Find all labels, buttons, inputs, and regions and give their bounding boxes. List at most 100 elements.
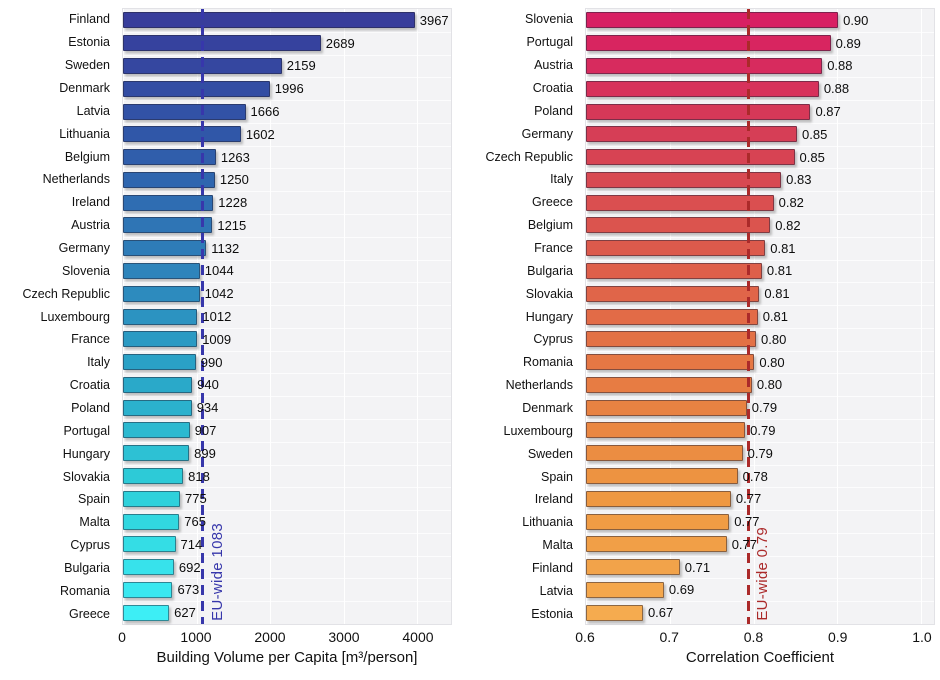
bar-row: 1009 [123, 328, 451, 351]
bar [586, 103, 811, 120]
bar [123, 354, 196, 371]
category-label: Belgium [64, 149, 110, 164]
bar-row: 0.81 [586, 237, 934, 260]
category-label: Bulgaria [64, 561, 110, 576]
bar-row: 899 [123, 442, 451, 465]
value-label: 0.81 [770, 240, 796, 256]
building-volume-chart: Finland Estonia Sweden Denmark Latvia Lithuan… [22, 8, 452, 666]
bar [123, 103, 246, 120]
bar [123, 240, 207, 257]
category-label: France [71, 332, 110, 347]
value-label: 0.79 [747, 445, 773, 461]
row-separator [586, 214, 934, 215]
row-separator [123, 555, 451, 557]
bar-row: 0.79 [586, 396, 934, 419]
category-label: Estonia [531, 606, 573, 621]
bar [586, 80, 819, 97]
bar [586, 559, 680, 576]
row-separator [123, 487, 451, 489]
bar-row: 0.79 [586, 442, 934, 465]
bar [586, 513, 730, 530]
row-separator [123, 441, 451, 443]
bar [123, 262, 200, 279]
value-label: 1666 [250, 104, 280, 120]
row-separator [586, 305, 934, 307]
bar [123, 559, 174, 576]
value-label: 0.82 [778, 195, 804, 211]
value-label: 1009 [202, 331, 232, 347]
row-separator [586, 373, 934, 375]
bar [123, 536, 176, 553]
x-tick-label: 3000 [328, 629, 360, 645]
x-tick-label: 0 [118, 629, 126, 645]
bar-row: 0.81 [586, 282, 934, 305]
bar [586, 354, 755, 371]
bars-layer: 0.90 0.89 0.88 0.88 0.87 0.85 0.85 0.83 0.82 0.82… [586, 9, 934, 624]
x-axis-ticks: 0.6 0.7 0.8 0.9 1.0 [575, 629, 935, 647]
bar-row: 2159 [123, 55, 451, 78]
category-label: Netherlands [505, 378, 573, 393]
bars-layer: 3967 2689 2159 1996 1666 1602 1263 1250 1228 1215… [123, 9, 451, 624]
bar-row: 1602 [123, 123, 451, 146]
bar-row: 0.80 [586, 328, 934, 351]
bar-row: 0.81 [586, 260, 934, 283]
value-label: 1250 [219, 172, 249, 188]
bar-row: 0.81 [586, 305, 934, 328]
row-separator [586, 441, 934, 443]
x-tick-label: 0.8 [743, 629, 764, 645]
row-separator [123, 191, 451, 193]
value-label: 765 [184, 514, 206, 530]
bar [586, 171, 782, 188]
row-separator [586, 601, 934, 603]
bar-row: 0.83 [586, 168, 934, 191]
category-label: Luxembourg [40, 309, 111, 324]
category-label: Romania [59, 583, 110, 598]
row-separator [586, 168, 934, 170]
category-label: Malta [542, 538, 573, 553]
category-label: Bulgaria [527, 263, 573, 278]
bar-row: 0.85 [586, 146, 934, 169]
bar [123, 35, 321, 52]
bar-row: 818 [123, 465, 451, 488]
bar [123, 126, 241, 143]
value-label: 0.81 [766, 263, 793, 279]
row-separator [123, 601, 451, 603]
category-label: Latvia [539, 583, 573, 598]
bar-row: 0.67 [586, 601, 934, 624]
bar-row: 775 [123, 487, 451, 510]
eu-average-line [201, 9, 205, 624]
row-separator [586, 100, 934, 102]
row-separator [123, 54, 451, 56]
row-separator [123, 282, 451, 284]
category-label: Czech Republic [22, 286, 110, 301]
bar [123, 422, 190, 439]
value-label: 0.85 [799, 149, 825, 165]
category-label: Finland [532, 561, 573, 576]
category-label: Czech Republic [485, 149, 573, 164]
row-separator [586, 464, 934, 466]
bar-row: 0.88 [586, 55, 934, 78]
eu-average-label: EU-wide 0.79 [754, 527, 772, 621]
row-separator [586, 259, 934, 261]
value-label: 0.88 [823, 81, 850, 97]
row-separator [586, 236, 934, 238]
value-label: 0.79 [750, 422, 776, 438]
value-label: 0.83 [786, 172, 812, 188]
x-tick-label: 4000 [402, 629, 434, 645]
bar-row: 1042 [123, 282, 451, 305]
value-label: 0.77 [735, 491, 762, 507]
value-label: 990 [200, 354, 223, 370]
bar [586, 536, 727, 553]
category-label: Slovenia [525, 12, 573, 27]
row-separator [586, 578, 934, 580]
row-separator [123, 350, 451, 352]
row-separator [123, 145, 451, 147]
bar [586, 285, 760, 302]
value-label: 0.77 [731, 536, 758, 552]
x-axis-ticks: 0 1000 2000 3000 4000 [118, 629, 452, 647]
bar [123, 308, 198, 325]
bar [123, 513, 180, 530]
value-label: 1042 [204, 286, 234, 302]
plot-area: 3967 2689 2159 1996 1666 1602 1263 1250 1228 1215… [122, 8, 452, 625]
category-label: Germany [521, 126, 573, 141]
